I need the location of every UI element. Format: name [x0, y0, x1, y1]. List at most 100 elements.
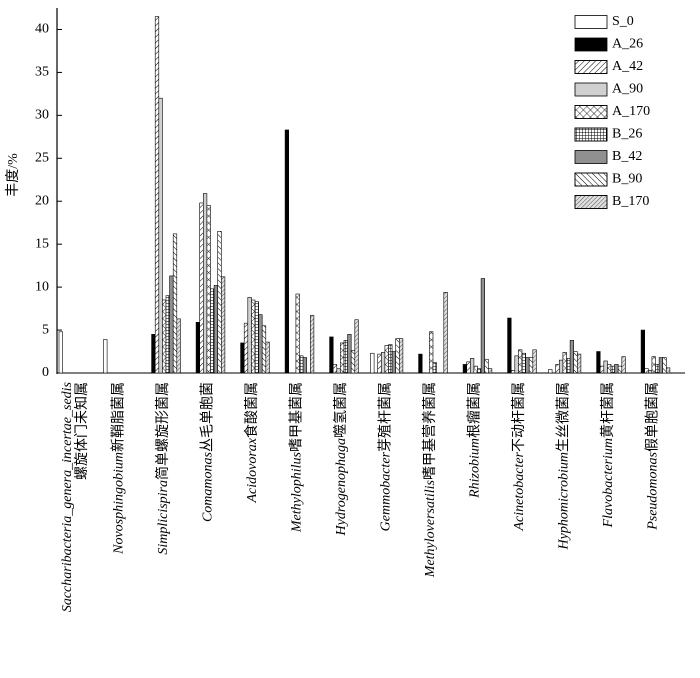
- bar: [176, 318, 181, 374]
- bar-pattern: [154, 16, 160, 374]
- bar-pattern: [518, 349, 523, 374]
- x-tick-label: Saccharibacteria_genera_incertae_sedis螺旋…: [60, 381, 90, 612]
- y-tick-label: 10: [35, 279, 49, 294]
- bar: [295, 293, 300, 374]
- bar-pattern: [566, 358, 571, 374]
- bar-pattern: [343, 340, 348, 374]
- x-tick-label: Simplicispira简单螺旋形菌属: [154, 382, 171, 555]
- bar: [58, 331, 63, 374]
- bar-pattern: [599, 365, 605, 374]
- bar: [240, 342, 245, 374]
- bar: [347, 334, 352, 374]
- bar-pattern: [309, 315, 315, 374]
- bar-pattern: [644, 368, 649, 374]
- bar-pattern: [165, 295, 170, 374]
- bar: [651, 356, 656, 374]
- bar-pattern: [254, 301, 259, 374]
- y-tick-label: 40: [35, 22, 49, 37]
- bar: [573, 351, 578, 374]
- bar-pattern: [377, 353, 382, 374]
- bar: [343, 340, 348, 374]
- x-tick-label: Novosphingobium新鞘脂菌属: [111, 382, 127, 555]
- bar: [647, 370, 653, 374]
- x-tick-label: Comamonas丛毛单胞菌: [200, 382, 216, 522]
- bar: [395, 338, 400, 374]
- bar: [354, 319, 359, 374]
- bar-pattern: [662, 357, 667, 374]
- bar: [217, 230, 222, 374]
- bar-pattern: [521, 352, 526, 374]
- bar-pattern: [607, 364, 612, 374]
- bar-pattern: [477, 368, 482, 374]
- bar: [658, 357, 663, 374]
- bar-pattern: [443, 291, 448, 374]
- bar-pattern: [243, 322, 249, 374]
- bar-pattern: [651, 356, 656, 374]
- bar: [603, 360, 608, 374]
- x-tick-label: Rhizobium根瘤菌属: [466, 382, 483, 499]
- bar: [195, 322, 201, 374]
- bar: [254, 301, 259, 374]
- bar: [203, 193, 208, 374]
- y-tick-label: 15: [35, 236, 49, 251]
- bar: [165, 295, 170, 374]
- bar: [213, 285, 219, 374]
- bar: [384, 345, 389, 374]
- legend-label: B_26: [612, 127, 642, 142]
- bar: [340, 342, 345, 374]
- bar: [258, 314, 263, 374]
- legend-label: B_170: [612, 194, 649, 209]
- bar: [377, 353, 382, 374]
- legend-swatch: [574, 195, 608, 209]
- legend-label: A_170: [612, 104, 650, 119]
- bar: [510, 370, 516, 374]
- bar-pattern: [265, 341, 270, 374]
- bar: [210, 288, 215, 374]
- bar: [380, 352, 386, 374]
- y-tick-label: 35: [35, 65, 49, 80]
- bar: [655, 364, 660, 374]
- bar-pattern: [221, 276, 226, 374]
- bar: [154, 16, 160, 374]
- legend-swatch: [574, 60, 608, 74]
- bar: [336, 368, 341, 374]
- bar-pattern: [332, 364, 338, 374]
- bar: [558, 359, 564, 374]
- bar: [162, 299, 167, 374]
- legend-swatch: [574, 150, 608, 164]
- bar: [169, 275, 174, 374]
- bar: [525, 357, 530, 374]
- bar: [418, 353, 423, 374]
- bar-pattern: [395, 338, 400, 374]
- bar: [473, 365, 478, 374]
- bar: [477, 368, 482, 374]
- bar-pattern: [487, 368, 493, 374]
- bar: [596, 351, 601, 374]
- bar-pattern: [429, 331, 434, 374]
- bar: [480, 278, 486, 374]
- y-tick-label: 25: [35, 151, 49, 166]
- bar: [555, 364, 560, 374]
- bar: [548, 369, 553, 374]
- bar-pattern: [162, 299, 167, 374]
- bar-pattern: [528, 357, 534, 374]
- bar: [251, 299, 256, 374]
- bar-pattern: [473, 365, 478, 374]
- bar: [243, 322, 249, 374]
- bar-pattern: [251, 299, 256, 374]
- bar-pattern: [555, 364, 560, 374]
- bar: [103, 339, 108, 374]
- bar: [484, 358, 489, 374]
- bar-pattern: [665, 367, 671, 374]
- bar-pattern: [206, 205, 211, 374]
- bar: [261, 325, 267, 374]
- bar: [532, 349, 537, 374]
- bar: [172, 233, 178, 374]
- bar: [443, 291, 448, 374]
- bar: [398, 338, 404, 374]
- bar: [329, 336, 334, 374]
- bar: [528, 357, 534, 374]
- bar: [151, 334, 156, 374]
- bar-pattern: [217, 230, 222, 374]
